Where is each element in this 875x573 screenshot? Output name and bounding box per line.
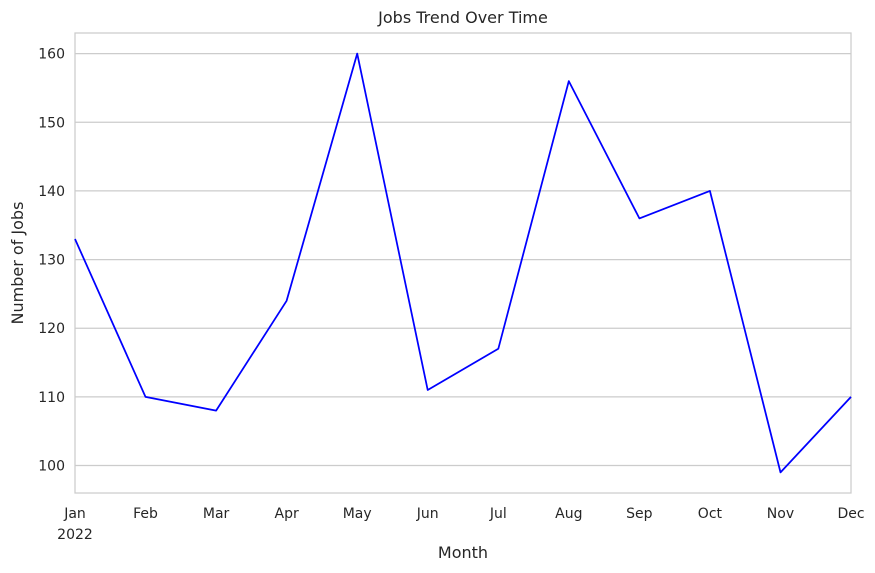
plot-area-frame bbox=[74, 32, 852, 494]
x-tick-label: Dec bbox=[837, 506, 864, 522]
x-tick-label: Apr bbox=[275, 506, 299, 522]
y-gridlines bbox=[75, 52, 851, 467]
x-tick-label: Jan bbox=[63, 506, 86, 522]
y-tick-label: 140 bbox=[38, 184, 65, 200]
x-tick-label: Nov bbox=[767, 506, 794, 522]
series-layer bbox=[74, 52, 852, 474]
x-tick-label: Mar bbox=[203, 506, 230, 522]
x-tick-year-label: 2022 bbox=[57, 527, 93, 543]
x-tick-label: Jul bbox=[489, 506, 507, 522]
x-tick-label: Oct bbox=[698, 506, 723, 522]
y-tick-label: 100 bbox=[38, 459, 65, 475]
y-tick-label: 110 bbox=[38, 390, 65, 406]
x-tick-label: Aug bbox=[555, 506, 582, 522]
x-tick-label: Sep bbox=[626, 506, 653, 522]
y-tick-labels: 100 110 120 130 140 150 160 bbox=[38, 47, 65, 475]
chart-title: Jobs Trend Over Time bbox=[377, 8, 548, 27]
x-tick-label: Feb bbox=[133, 506, 158, 522]
y-axis-title: Number of Jobs bbox=[8, 202, 27, 325]
x-axis-title: Month bbox=[438, 543, 488, 562]
x-tick-labels: Jan Feb Mar Apr May Jun Jul Aug Sep Oct Nov Dec bbox=[63, 506, 864, 522]
y-tick-label: 150 bbox=[38, 115, 65, 131]
x-tick-label: Jun bbox=[416, 506, 439, 522]
y-tick-label: 160 bbox=[38, 47, 65, 63]
series-line bbox=[74, 52, 852, 474]
x-tick-label: May bbox=[343, 506, 372, 522]
y-tick-label: 130 bbox=[38, 253, 65, 269]
y-tick-label: 120 bbox=[38, 321, 65, 337]
